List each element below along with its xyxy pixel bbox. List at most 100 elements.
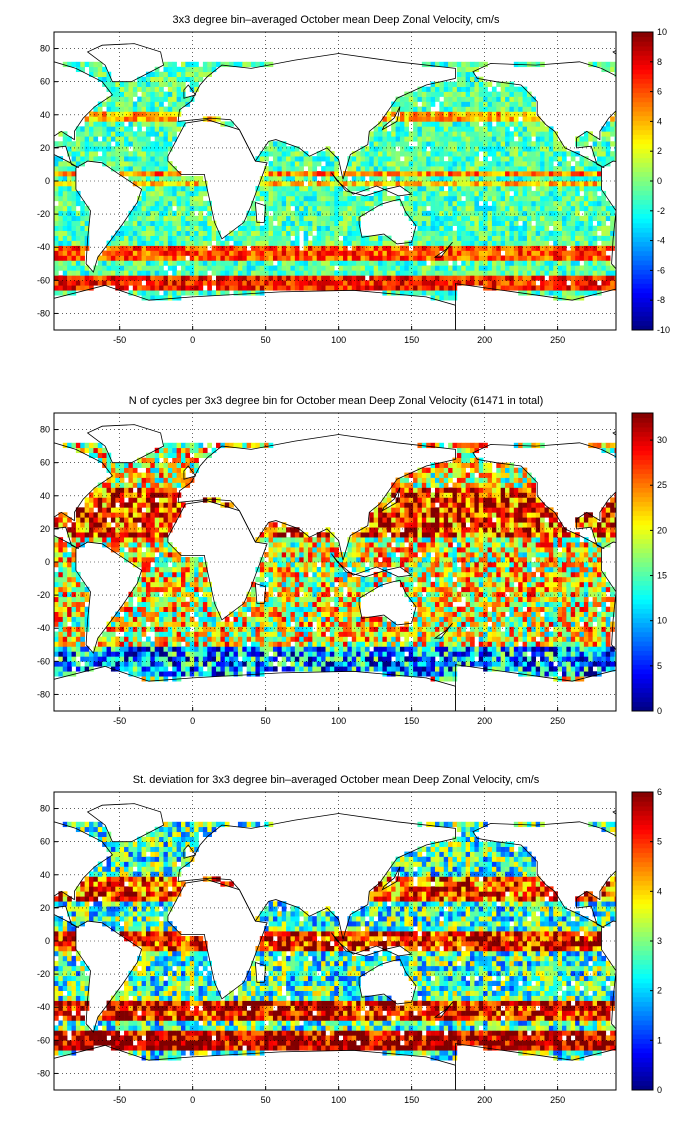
heatmap-cell xyxy=(343,280,348,286)
heatmap-cell xyxy=(251,250,256,256)
heatmap-cell xyxy=(583,225,589,231)
heatmap-cell xyxy=(470,176,475,182)
heatmap-cell xyxy=(334,641,339,647)
heatmap-cell xyxy=(80,205,85,212)
heatmap-cell xyxy=(610,116,615,122)
heatmap-cell xyxy=(448,91,453,97)
heatmap-cell xyxy=(579,245,585,251)
heatmap-cell xyxy=(141,210,147,217)
heatmap-cell xyxy=(522,260,528,266)
heatmap-cell xyxy=(329,646,335,652)
heatmap-cell xyxy=(145,671,151,677)
heatmap-cell xyxy=(321,176,326,182)
heatmap-cell xyxy=(448,156,453,162)
heatmap-cell xyxy=(588,185,593,192)
heatmap-cell xyxy=(522,235,528,241)
heatmap-cell xyxy=(500,96,506,102)
heatmap-cell xyxy=(325,656,331,662)
heatmap-cell xyxy=(448,166,453,172)
heatmap-cell xyxy=(356,245,361,251)
heatmap-cell xyxy=(369,651,374,657)
heatmap-cell xyxy=(373,181,379,187)
heatmap-cell xyxy=(452,126,458,132)
heatmap-cell xyxy=(399,116,405,122)
heatmap-cell xyxy=(189,250,195,256)
heatmap-cell xyxy=(601,651,607,657)
heatmap-cell xyxy=(216,671,221,677)
heatmap-cell xyxy=(487,240,493,246)
heatmap-cell xyxy=(570,156,576,162)
heatmap-cell xyxy=(491,146,497,152)
heatmap-cell xyxy=(474,101,480,107)
heatmap-cell xyxy=(592,646,598,652)
heatmap-cell xyxy=(58,141,64,147)
heatmap-cell xyxy=(426,245,431,251)
heatmap-cell xyxy=(181,230,186,236)
heatmap-cell xyxy=(526,215,532,222)
heatmap-cell xyxy=(470,126,475,132)
heatmap-cell xyxy=(548,270,554,276)
heatmap-cell xyxy=(325,275,331,281)
coastline xyxy=(167,119,268,240)
heatmap-cell xyxy=(478,111,484,117)
heatmap-cell xyxy=(255,240,261,246)
heatmap-cell xyxy=(189,646,195,652)
heatmap-cell xyxy=(399,270,405,276)
heatmap-cell xyxy=(329,185,335,192)
heatmap-cell xyxy=(251,651,256,657)
heatmap-cell xyxy=(132,260,138,266)
heatmap-cell xyxy=(478,61,484,68)
heatmap-cell xyxy=(97,661,103,667)
heatmap-cell xyxy=(132,240,138,246)
heatmap-cell xyxy=(176,66,182,73)
heatmap-cell xyxy=(434,676,440,682)
heatmap-cell xyxy=(93,646,99,652)
heatmap-cell xyxy=(483,215,488,222)
heatmap-cell xyxy=(408,280,414,286)
heatmap-cell xyxy=(67,171,72,177)
heatmap-cell xyxy=(307,225,313,231)
heatmap-cell xyxy=(71,215,77,222)
heatmap-cell xyxy=(128,91,134,97)
heatmap-cell xyxy=(513,641,519,647)
heatmap-cell xyxy=(97,280,103,286)
heatmap-cell xyxy=(202,230,208,236)
heatmap-cell xyxy=(491,260,497,266)
heatmap-cell xyxy=(115,641,120,647)
heatmap-cell xyxy=(610,205,615,212)
heatmap-cell xyxy=(373,126,379,132)
heatmap-cell xyxy=(443,250,449,256)
heatmap-cell xyxy=(610,656,615,662)
heatmap-cell xyxy=(58,255,64,261)
heatmap-cell xyxy=(272,275,278,281)
heatmap-cell xyxy=(198,240,204,246)
heatmap-cell xyxy=(561,171,567,177)
heatmap-cell xyxy=(268,166,274,172)
heatmap-cell xyxy=(58,215,64,222)
heatmap-cell xyxy=(561,146,567,152)
heatmap-cell xyxy=(264,205,269,212)
colorbar-step xyxy=(632,241,653,247)
heatmap-cell xyxy=(272,230,278,236)
heatmap-cell xyxy=(605,210,611,217)
heatmap-cell xyxy=(316,235,322,241)
heatmap-cell xyxy=(518,250,523,256)
heatmap-cell xyxy=(159,270,164,276)
heatmap-cell xyxy=(421,141,427,147)
heatmap-cell xyxy=(211,220,217,226)
heatmap-cell xyxy=(518,151,523,157)
heatmap-cell xyxy=(264,230,269,236)
colorbar-step xyxy=(632,129,653,135)
heatmap-cell xyxy=(470,106,475,112)
heatmap-cell xyxy=(167,141,173,147)
heatmap-cell xyxy=(159,656,164,662)
heatmap-cell xyxy=(216,260,221,266)
heatmap-cell xyxy=(487,91,493,97)
heatmap-cell xyxy=(58,205,64,212)
colorbar-step xyxy=(632,292,653,298)
heatmap-cell xyxy=(159,141,164,147)
heatmap-cell xyxy=(518,121,523,127)
heatmap-cell xyxy=(97,646,103,652)
heatmap-cell xyxy=(316,265,322,271)
heatmap-cell xyxy=(526,230,532,236)
